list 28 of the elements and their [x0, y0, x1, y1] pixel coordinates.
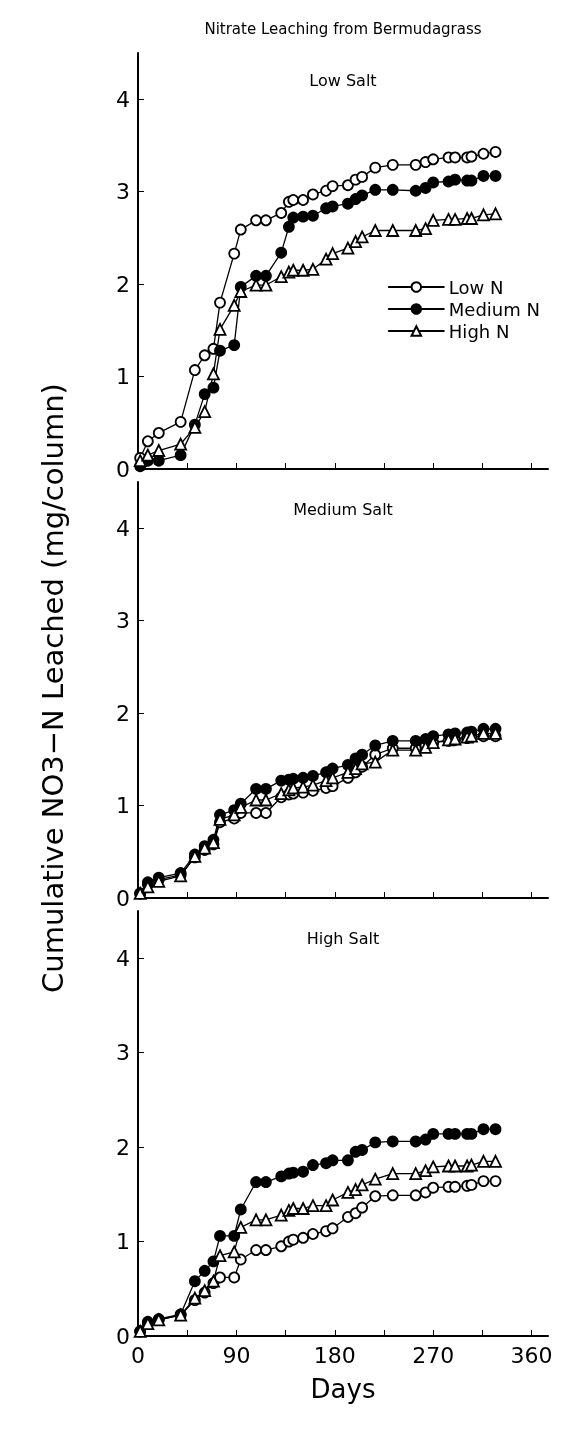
y-tick-label: 1 [116, 364, 130, 390]
y-tick-label: 0 [116, 1323, 130, 1349]
y-tick-label: 4 [116, 945, 130, 971]
legend-label: Medium N [448, 298, 541, 320]
y-tick-label: 4 [116, 515, 130, 541]
text: High Salt [306, 928, 380, 948]
y-tick-label: 2 [116, 700, 130, 726]
y-tick-label: 4 [116, 86, 130, 112]
legend-label: High N [448, 320, 510, 342]
x-tick-label: 270 [412, 1342, 455, 1368]
y-tick-label: 1 [116, 1229, 130, 1255]
y-axis-title: Cumulative NO3−N Leached (mg/column) [36, 383, 70, 993]
x-tick-label: 360 [510, 1342, 553, 1368]
text: Low Salt [309, 70, 377, 90]
legend-label: Low N [448, 276, 504, 298]
y-tick-label: 3 [116, 1040, 130, 1066]
x-tick-label: 180 [313, 1342, 356, 1368]
text: Medium Salt [293, 499, 393, 519]
y-tick-label: 1 [116, 793, 130, 819]
y-tick-label: 2 [116, 271, 130, 297]
y-tick-label: 0 [116, 885, 130, 911]
y-tick-label: 3 [116, 179, 130, 205]
y-tick-label: 0 [116, 456, 130, 482]
y-tick-label: 2 [116, 1134, 130, 1160]
x-axis-title: Days [310, 1374, 376, 1404]
x-tick-label: 90 [222, 1342, 251, 1368]
y-tick-label: 3 [116, 608, 130, 634]
chart-title: Nitrate Leaching from Bermudagrass [204, 19, 482, 38]
